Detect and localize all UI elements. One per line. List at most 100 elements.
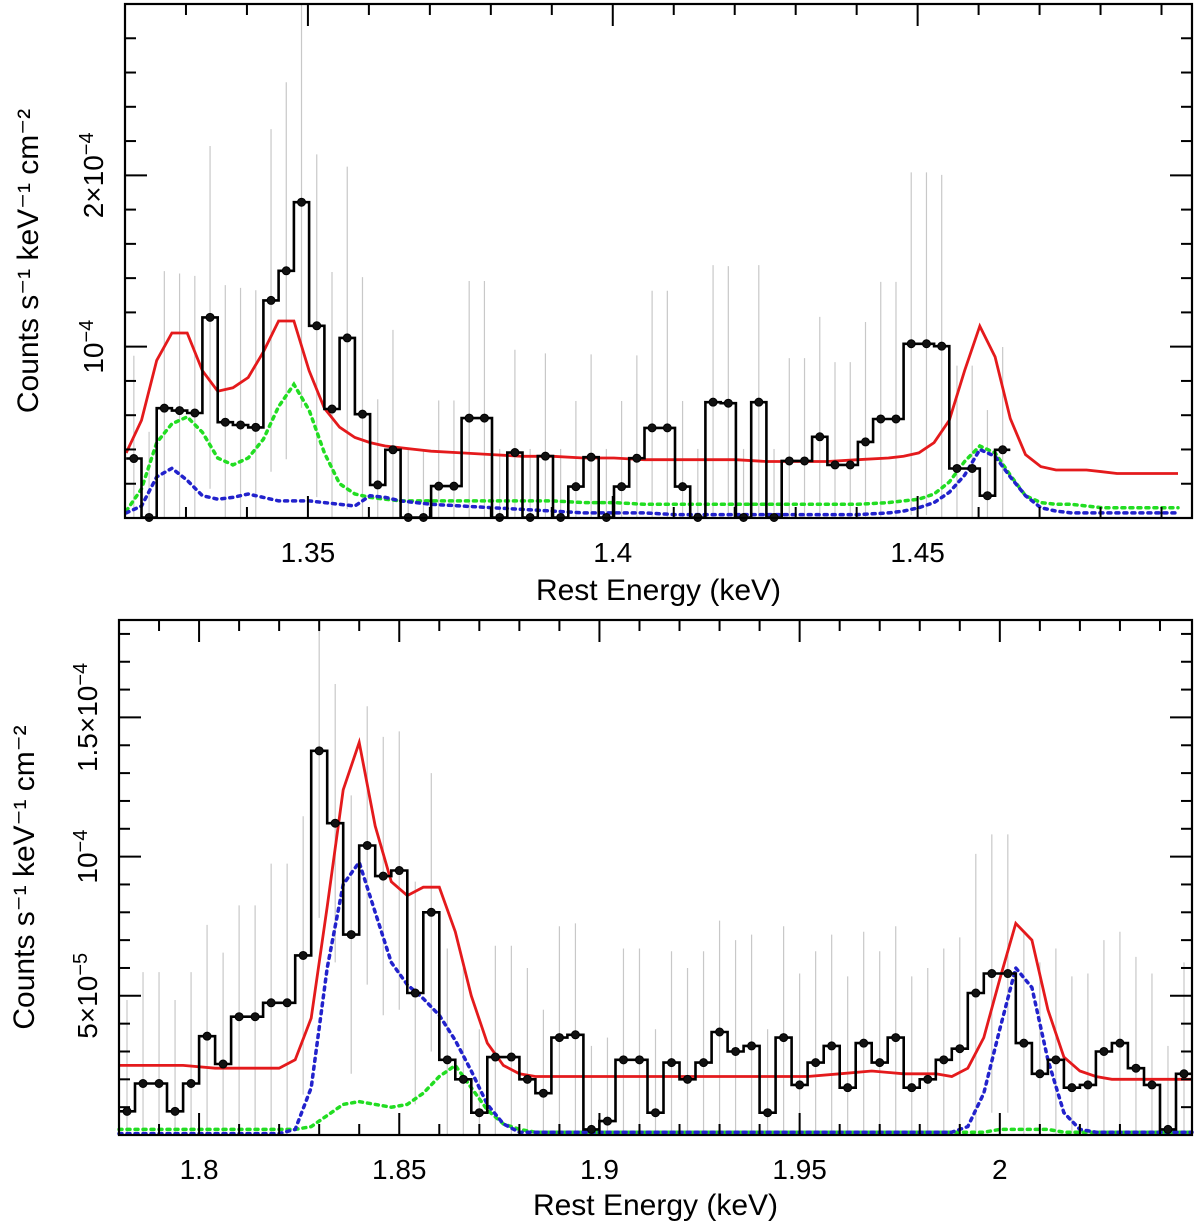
data-point [1147,1080,1157,1090]
data-point [1051,1055,1061,1065]
data-point [175,406,185,416]
data-point [662,423,672,433]
data-point [266,998,276,1008]
data-point [586,1124,596,1134]
data-point [378,871,388,881]
data-point [967,463,977,473]
data-point [1115,1038,1125,1048]
y-tick-label: 10−4 [70,830,103,884]
model-curve [119,737,1192,1081]
data-point [122,1106,132,1116]
data-point [1083,1080,1093,1090]
data-point [522,1074,532,1084]
x-axis-ticks [124,4,1163,518]
data-points [129,197,1008,522]
data-point [251,422,261,432]
x-tick-label: 2 [992,1154,1008,1185]
data-point [410,988,420,998]
data-point [266,295,276,305]
data-points [122,746,1189,1134]
data-point [1003,969,1013,979]
data-point [937,341,947,351]
data-point [330,818,340,828]
data-point [602,1116,612,1126]
data-point [830,460,840,470]
data-point [982,491,992,501]
data-point [394,866,404,876]
data-point [138,1079,148,1088]
data-point [1035,1069,1045,1079]
data-point [779,1033,789,1043]
x-tick-label: 1.35 [281,537,336,568]
data-point [987,969,997,979]
data-point [1067,1083,1077,1093]
data-point [250,1012,260,1022]
data-point [464,413,474,423]
data-point [554,1033,564,1043]
data-point [723,398,733,408]
y-tick-label: 10−4 [76,320,109,374]
data-point [683,1074,693,1084]
y-axis-ticks [125,3,1192,485]
data-point [218,1059,228,1069]
data-point [708,397,718,407]
data-point [845,460,855,470]
panel-top: 1.35 1.4 1.45 10−4 2×10−4 Rest Energy (keV) Co… [12,2,1194,607]
data-point [190,408,200,418]
data-point [205,312,215,322]
x-axis-title: Rest Energy (keV) [536,574,781,607]
data-point [1131,1063,1141,1073]
data-point [747,1041,757,1051]
data-point [129,454,139,464]
data-point [234,1012,244,1022]
component-2-curve [117,858,1194,1136]
data-point [388,445,398,455]
data-point [860,437,870,447]
y-tick-label: 1.5×10−4 [70,663,103,772]
data-point [1179,1069,1189,1079]
data-point [159,403,169,413]
data-point [297,197,307,207]
data-point [815,432,825,442]
data-point [479,413,489,423]
data-point [634,1055,644,1065]
data-point [800,456,810,466]
data-point [236,420,246,430]
data-point [923,1074,933,1084]
data-point [1099,1046,1109,1056]
y-axis-ticks [119,632,1192,1109]
data-point [586,452,596,462]
x-tick-label: 1.95 [772,1154,827,1185]
data-point [490,1052,500,1062]
data-point [651,1108,660,1118]
data-point [998,445,1008,455]
y-tick-label: 2×10−4 [76,132,109,218]
data-point [763,1108,773,1118]
data-point [971,988,981,998]
data-point [827,1041,837,1051]
data-point [510,448,520,458]
x-tick-label: 1.8 [180,1154,219,1185]
y-axis-title: Counts s⁻¹ keV⁻¹ cm⁻² [8,725,41,1029]
data-point [876,414,886,424]
data-point [506,1052,516,1062]
x-tick-label: 1.9 [580,1154,619,1185]
data-point [784,456,794,466]
data-point [921,339,931,349]
component-1-curve [124,381,1180,513]
data-point [312,321,322,331]
data-point [891,414,901,424]
data-point [754,397,764,407]
plot-frame [123,2,1194,520]
data-point [434,481,444,491]
data-point [955,1044,965,1054]
data-point [1163,1124,1173,1134]
x-tick-label: 1.85 [372,1154,427,1185]
data-point [342,333,352,343]
plot-frame [117,618,1194,1137]
data-point [667,1058,677,1068]
x-tick-label: 1.4 [593,537,632,568]
data-point [170,1106,180,1116]
data-point [458,1074,468,1084]
data-point [357,409,367,419]
